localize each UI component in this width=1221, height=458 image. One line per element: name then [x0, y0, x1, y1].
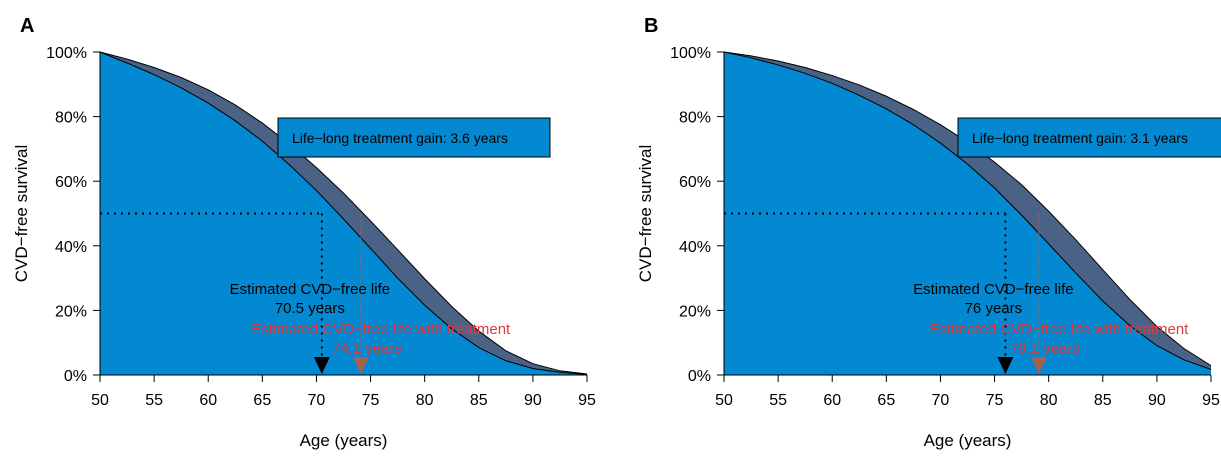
baseline-survival-area [100, 52, 587, 375]
estimate-treatment-label: Estimated CVD−free life with treatment [929, 321, 1189, 338]
gain-label: Life−long treatment gain: 3.1 years [972, 130, 1188, 146]
estimate-label: Estimated CVD−free life [230, 281, 390, 298]
estimate-arrow [313, 357, 330, 374]
estimate-value: 76 years [965, 300, 1023, 317]
y-tick-label: 0% [688, 368, 711, 385]
gain-box [277, 117, 551, 158]
y-tick-label: 40% [679, 239, 711, 256]
x-tick-label: 55 [769, 392, 787, 409]
x-tick-label: 80 [1040, 392, 1058, 409]
x-tick-label: 55 [145, 392, 163, 409]
y-tick-label: 80% [679, 110, 711, 127]
panel-label: B [644, 15, 658, 37]
x-tick-label: 70 [932, 392, 950, 409]
y-tick-label: 100% [46, 45, 87, 62]
y-tick-label: 0% [64, 368, 87, 385]
x-tick-label: 90 [1148, 392, 1166, 409]
estimate-treatment-label: Estimated CVD−free life with treatment [251, 321, 511, 338]
y-tick-label: 40% [55, 239, 87, 256]
x-axis-label: Age (years) [924, 431, 1012, 450]
y-tick-label: 60% [55, 174, 87, 191]
y-axis-label: CVD−free survival [636, 145, 655, 282]
estimate-label: Estimated CVD−free life [913, 281, 1073, 298]
treatment-gain-area [100, 52, 587, 375]
treatment-gain-area [724, 52, 1211, 370]
y-tick-label: 100% [670, 45, 711, 62]
x-tick-label: 65 [253, 392, 271, 409]
chart-panel-a: 50 55 60 65 70 75 80 85 90 95 0% 20% 40% 60% 80% 100% Ag… [0, 0, 610, 453]
x-tick-label: 75 [362, 392, 380, 409]
gain-box [957, 117, 1221, 158]
estimate-arrow-treatment [352, 357, 369, 374]
chart-svg-b: 50 55 60 65 70 75 80 85 90 95 0% 20% 40% 60% 80% 100% Ag… [636, 15, 1221, 450]
x-tick-label: 80 [416, 392, 434, 409]
chart-panel-b: 50 55 60 65 70 75 80 85 90 95 0% 20% 40% 60% 80% 100% Ag… [624, 0, 1221, 453]
x-tick-label: 60 [823, 392, 841, 409]
x-tick-label: 85 [470, 392, 488, 409]
treatment-survival-curve [99, 51, 588, 375]
y-axis-label: CVD−free survival [12, 145, 31, 282]
x-tick-label: 95 [1202, 392, 1220, 409]
estimate-arrow-treatment [1030, 357, 1047, 374]
x-tick-label: 60 [199, 392, 217, 409]
x-tick-label: 75 [986, 392, 1004, 409]
x-tick-label: 95 [578, 392, 596, 409]
x-axis-label: Age (years) [300, 431, 388, 450]
x-tick-label: 85 [1094, 392, 1112, 409]
estimate-value: 70.5 years [275, 300, 345, 317]
y-tick-label: 20% [55, 303, 87, 320]
y-tick-label: 20% [679, 303, 711, 320]
baseline-survival-area [724, 52, 1211, 375]
x-tick-label: 50 [91, 392, 109, 409]
x-tick-label: 70 [308, 392, 326, 409]
x-tick-label: 90 [524, 392, 542, 409]
x-tick-label: 50 [715, 392, 733, 409]
baseline-survival-curve [723, 51, 1212, 370]
estimate-arrow [997, 357, 1014, 374]
baseline-survival-curve [99, 51, 588, 375]
chart-svg-a: 50 55 60 65 70 75 80 85 90 95 0% 20% 40% 60% 80% 100% Ag… [12, 15, 596, 450]
y-tick-label: 60% [679, 174, 711, 191]
estimate-treatment-value: 74.1 years [332, 340, 402, 357]
x-tick-label: 65 [877, 392, 895, 409]
estimate-treatment-value: 79.1 years [1010, 340, 1080, 357]
gain-label: Life−long treatment gain: 3.6 years [292, 130, 508, 146]
y-tick-label: 80% [55, 110, 87, 127]
panel-label: A [20, 15, 34, 37]
